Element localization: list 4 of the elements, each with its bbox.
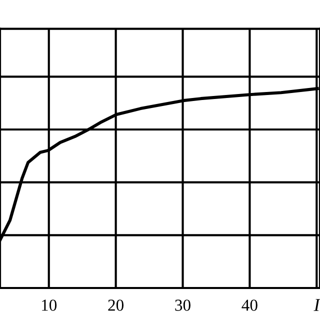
- x-tick-label: 30: [175, 300, 190, 311]
- x-tick-label: 20: [108, 300, 124, 311]
- x-tick-label: 40: [242, 300, 258, 311]
- x-tick-label: 10: [42, 300, 57, 311]
